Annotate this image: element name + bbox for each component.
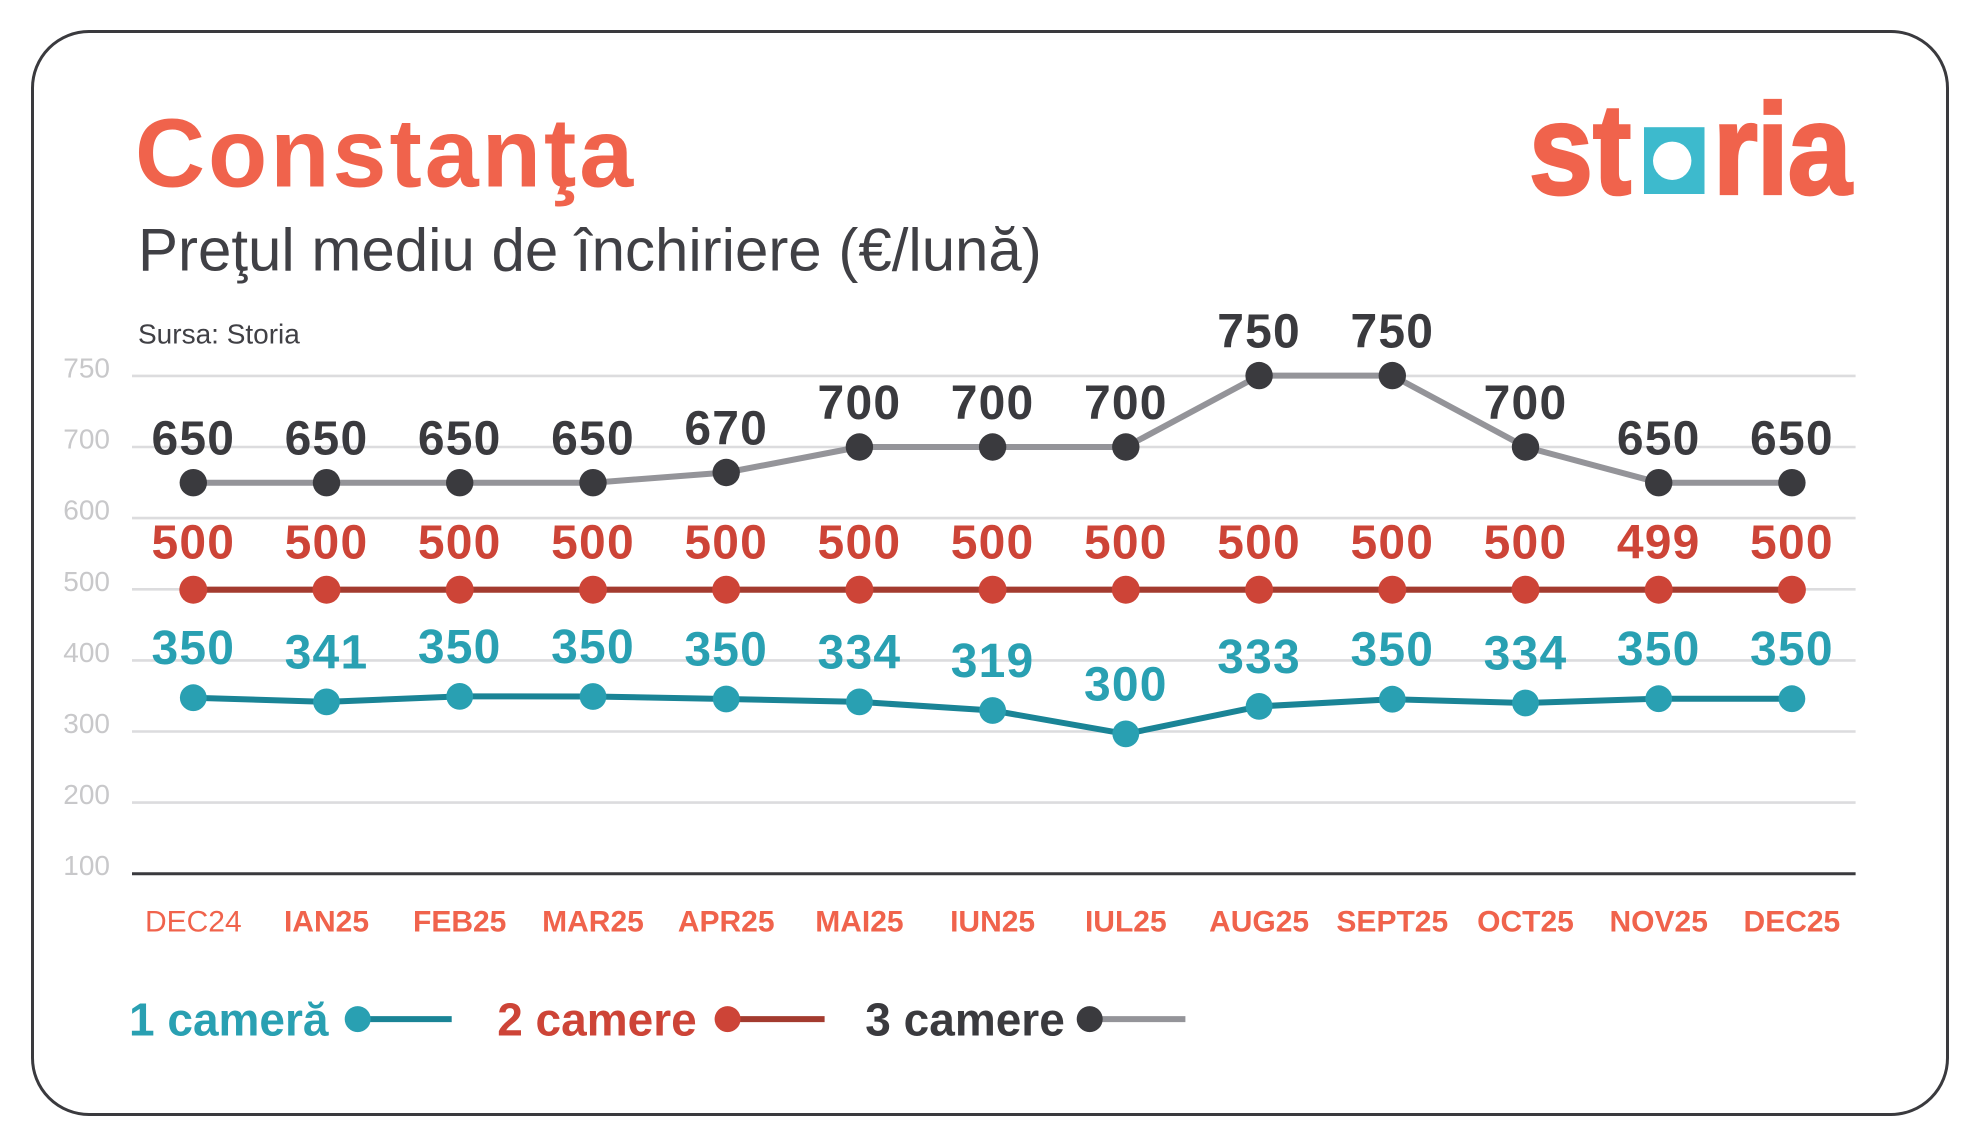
svg-text:700: 700 xyxy=(1484,377,1568,430)
svg-text:500: 500 xyxy=(818,517,902,570)
svg-text:Constanţa: Constanţa xyxy=(135,99,636,208)
svg-text:OCT25: OCT25 xyxy=(1477,905,1574,938)
svg-text:NOV25: NOV25 xyxy=(1610,905,1708,938)
svg-text:341: 341 xyxy=(285,626,369,679)
svg-text:500: 500 xyxy=(1084,517,1168,570)
svg-text:st: st xyxy=(1529,77,1631,222)
svg-text:750: 750 xyxy=(63,352,110,383)
svg-text:300: 300 xyxy=(63,708,110,739)
svg-text:334: 334 xyxy=(818,626,902,679)
svg-text:1 cameră: 1 cameră xyxy=(129,994,329,1046)
svg-text:750: 750 xyxy=(1217,306,1301,359)
svg-text:500: 500 xyxy=(63,566,110,597)
svg-text:500: 500 xyxy=(1350,517,1434,570)
svg-text:670: 670 xyxy=(684,403,768,456)
svg-text:500: 500 xyxy=(418,517,502,570)
svg-text:500: 500 xyxy=(1484,517,1568,570)
svg-text:Preţul mediu de închiriere (€/: Preţul mediu de închiriere (€/lună) xyxy=(138,217,1042,284)
svg-text:IUL25: IUL25 xyxy=(1085,905,1167,938)
svg-text:500: 500 xyxy=(1750,517,1834,570)
svg-text:ria: ria xyxy=(1713,77,1853,222)
svg-text:DEC25: DEC25 xyxy=(1744,905,1841,938)
svg-text:319: 319 xyxy=(951,635,1035,688)
svg-text:200: 200 xyxy=(63,779,110,810)
svg-text:300: 300 xyxy=(1084,658,1168,711)
svg-text:650: 650 xyxy=(1750,413,1834,466)
svg-text:700: 700 xyxy=(951,377,1035,430)
svg-text:FEB25: FEB25 xyxy=(413,905,506,938)
svg-text:IUN25: IUN25 xyxy=(950,905,1035,938)
svg-text:333: 333 xyxy=(1217,631,1301,684)
svg-text:650: 650 xyxy=(418,413,502,466)
svg-text:350: 350 xyxy=(1750,623,1834,676)
svg-text:350: 350 xyxy=(1350,624,1434,677)
svg-text:499: 499 xyxy=(1617,517,1701,570)
svg-text:500: 500 xyxy=(1217,517,1301,570)
svg-text:2 camere: 2 camere xyxy=(497,994,697,1046)
svg-text:SEPT25: SEPT25 xyxy=(1336,905,1448,938)
svg-text:650: 650 xyxy=(1617,413,1701,466)
svg-text:500: 500 xyxy=(285,517,369,570)
svg-text:400: 400 xyxy=(63,637,110,668)
svg-text:IAN25: IAN25 xyxy=(284,905,369,938)
svg-text:600: 600 xyxy=(63,495,110,526)
svg-text:334: 334 xyxy=(1484,628,1568,681)
svg-text:350: 350 xyxy=(151,622,235,675)
svg-text:AUG25: AUG25 xyxy=(1209,905,1309,938)
svg-text:100: 100 xyxy=(63,850,110,881)
svg-text:500: 500 xyxy=(951,517,1035,570)
svg-text:650: 650 xyxy=(285,413,369,466)
svg-text:500: 500 xyxy=(551,517,635,570)
svg-text:3 camere: 3 camere xyxy=(865,994,1065,1046)
svg-text:700: 700 xyxy=(1084,377,1168,430)
svg-text:700: 700 xyxy=(818,377,902,430)
svg-text:500: 500 xyxy=(151,517,235,570)
svg-text:MAR25: MAR25 xyxy=(542,905,644,938)
svg-text:700: 700 xyxy=(63,424,110,455)
svg-text:750: 750 xyxy=(1350,306,1434,359)
svg-text:350: 350 xyxy=(1617,623,1701,676)
svg-text:350: 350 xyxy=(551,621,635,674)
svg-text:350: 350 xyxy=(684,624,768,677)
svg-text:MAI25: MAI25 xyxy=(815,905,903,938)
svg-text:350: 350 xyxy=(418,621,502,674)
svg-text:Sursa: Storia: Sursa: Storia xyxy=(138,319,300,350)
svg-text:650: 650 xyxy=(551,413,635,466)
svg-text:APR25: APR25 xyxy=(678,905,775,938)
svg-text:650: 650 xyxy=(151,413,235,466)
svg-text:DEC24: DEC24 xyxy=(145,905,242,938)
svg-text:500: 500 xyxy=(684,517,768,570)
